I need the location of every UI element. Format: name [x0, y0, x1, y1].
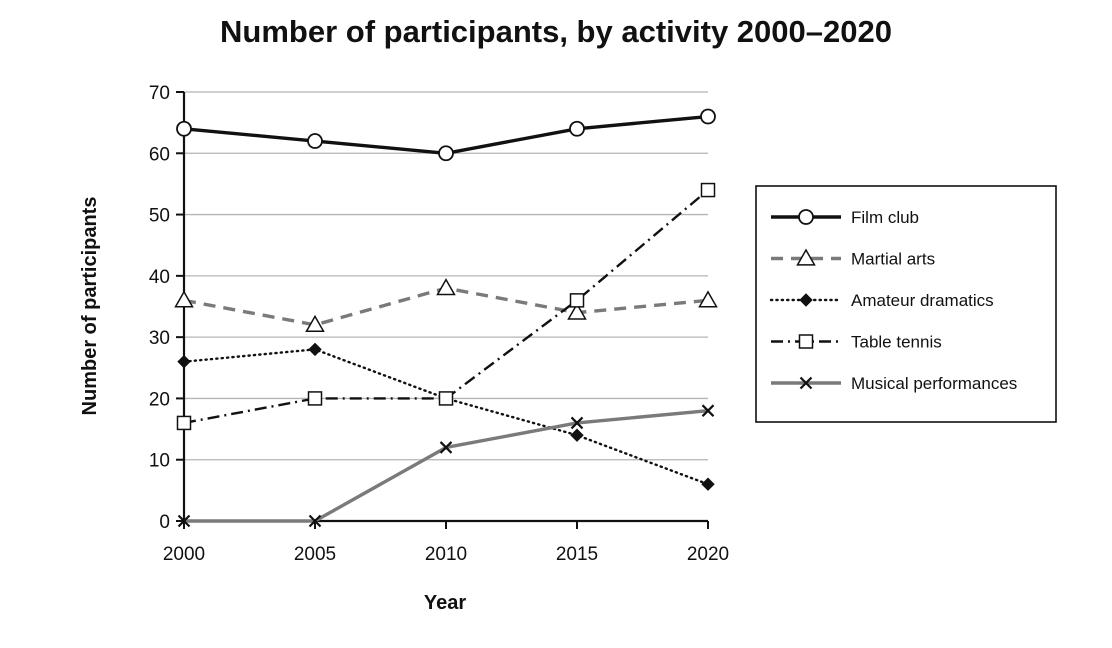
point-film-club-2020 — [700, 108, 716, 125]
series-musical-performances — [177, 404, 715, 528]
legend-item-martial-arts: Martial arts — [771, 248, 935, 269]
y-tick-label-10: 10 — [149, 451, 170, 472]
legend-label-film-club: Film club — [851, 208, 919, 227]
y-tick-label-60: 60 — [149, 144, 170, 165]
point-amateur-dramatics-2015 — [570, 428, 584, 442]
y-tick-labels: 0 10 20 30 40 50 60 70 — [149, 83, 184, 533]
legend-label-musical-performances: Musical performances — [851, 374, 1017, 393]
y-tick-label-70: 70 — [149, 83, 170, 104]
series-martial-arts — [174, 278, 718, 333]
point-table-tennis-2005 — [307, 391, 323, 406]
point-table-tennis-2020 — [700, 182, 716, 198]
point-table-tennis-2000 — [176, 415, 192, 431]
point-musical-performances-2000 — [177, 514, 191, 528]
legend-items: Film club Martial arts Amateur dramatics Ta… — [769, 208, 1017, 393]
legend-item-musical-performances: Musical performances — [771, 374, 1017, 393]
x-tick-labels: 2000 2005 2010 2015 2020 — [163, 521, 729, 565]
point-film-club-2015 — [569, 120, 585, 137]
legend-label-amateur-dramatics: Amateur dramatics — [851, 291, 994, 310]
point-amateur-dramatics-2020 — [701, 477, 715, 491]
legend: Film club Martial arts Amateur dramatics Ta… — [755, 185, 1057, 423]
y-tick-label-50: 50 — [149, 206, 170, 227]
point-musical-performances-2015-stroke-b — [570, 416, 584, 430]
legend-label-martial-arts: Martial arts — [851, 250, 935, 269]
series-film-club — [176, 108, 716, 162]
point-musical-performances-2010-stroke-b — [439, 441, 453, 454]
legend-marker-musical-performances-stroke-b — [799, 376, 813, 390]
y-tick-label-20: 20 — [149, 389, 170, 410]
point-musical-performances-2015 — [570, 416, 584, 430]
legend-marker-amateur-dramatics — [799, 293, 813, 307]
point-musical-performances-2005 — [308, 514, 322, 528]
x-tick-label-2015: 2015 — [556, 544, 598, 565]
point-martial-arts-2005 — [305, 314, 325, 333]
legend-marker-musical-performances — [799, 376, 813, 390]
point-martial-arts-2010 — [436, 278, 456, 296]
point-film-club-2000 — [176, 120, 192, 137]
point-amateur-dramatics-2005 — [308, 342, 322, 357]
point-musical-performances-2000-stroke-b — [177, 514, 191, 528]
point-amateur-dramatics-2000 — [177, 354, 191, 369]
x-axis-label: Year — [424, 592, 466, 614]
point-table-tennis-2015 — [569, 293, 585, 308]
point-musical-performances-2010 — [439, 441, 453, 454]
chart-title: Number of participants, by activity 2000… — [220, 14, 892, 49]
series-table-tennis — [176, 182, 716, 431]
point-musical-performances-2005-stroke-b — [308, 514, 322, 528]
series-lines — [174, 108, 718, 528]
point-table-tennis-2010 — [438, 391, 454, 406]
x-tick-label-2005: 2005 — [294, 544, 336, 565]
y-tick-label-30: 30 — [149, 328, 170, 349]
point-martial-arts-2020 — [698, 290, 718, 308]
point-martial-arts-2015 — [567, 302, 587, 320]
y-tick-label-40: 40 — [149, 267, 170, 288]
legend-label-table-tennis: Table tennis — [851, 333, 942, 352]
point-musical-performances-2020 — [701, 404, 715, 417]
legend-marker-martial-arts — [796, 248, 816, 266]
point-film-club-2010 — [438, 145, 454, 162]
point-film-club-2005 — [307, 133, 323, 149]
series-line-musical-performances — [184, 408, 709, 523]
legend-item-film-club: Film club — [771, 208, 919, 227]
legend-marker-film-club — [798, 209, 814, 225]
x-tick-label-2020: 2020 — [687, 544, 729, 565]
legend-marker-table-tennis — [798, 334, 814, 349]
y-tick-label-0: 0 — [159, 512, 170, 533]
series-line-table-tennis — [183, 189, 709, 425]
point-martial-arts-2000 — [174, 290, 194, 308]
legend-item-amateur-dramatics: Amateur dramatics — [769, 291, 994, 310]
legend-item-table-tennis: Table tennis — [771, 333, 942, 352]
y-axis-label: Number of participants — [79, 197, 101, 416]
x-tick-label-2000: 2000 — [163, 544, 205, 565]
x-tick-label-2010: 2010 — [425, 544, 467, 565]
point-musical-performances-2020-stroke-b — [701, 404, 715, 417]
